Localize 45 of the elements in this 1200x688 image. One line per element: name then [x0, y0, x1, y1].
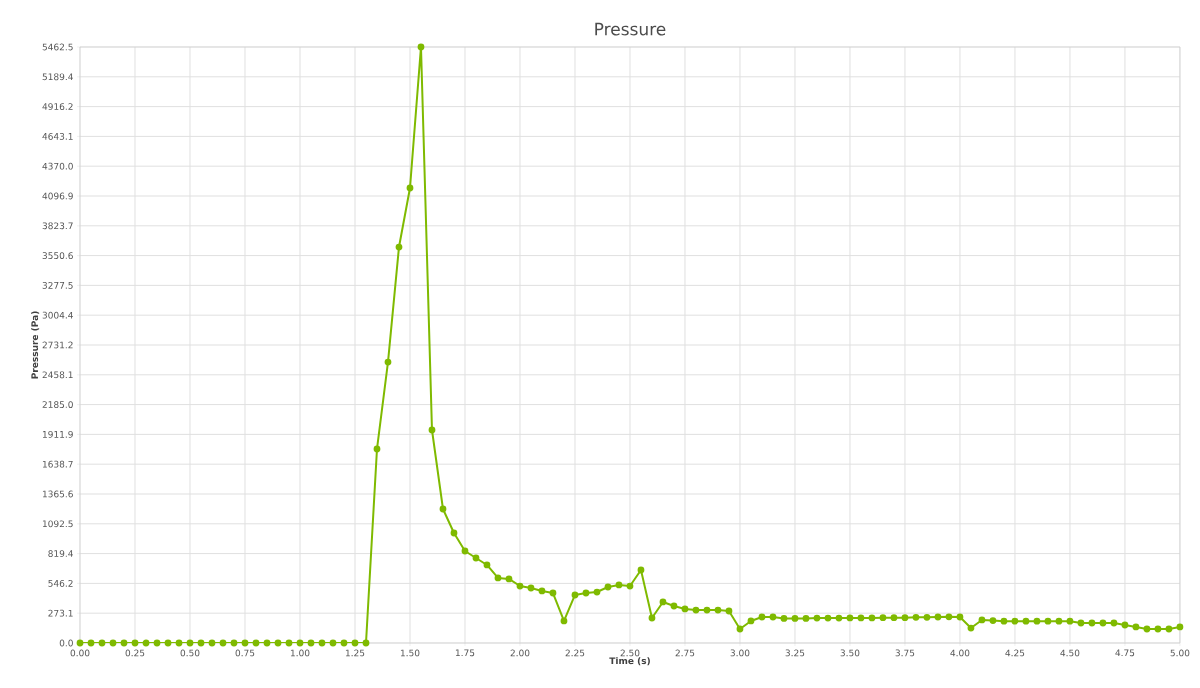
y-tick-label: 5189.4: [42, 73, 73, 81]
x-tick-label: 0.50: [180, 649, 200, 657]
x-tick-label: 0.75: [235, 649, 255, 657]
y-tick-label: 4643.1: [42, 132, 73, 140]
y-tick-label: 0.0: [59, 639, 73, 647]
x-tick-label: 4.25: [1005, 649, 1025, 657]
y-tick-label: 1365.6: [42, 490, 73, 498]
x-tick-label: 3.25: [785, 649, 805, 657]
x-tick-label: 0.00: [70, 649, 90, 657]
y-tick-label: 819.4: [48, 550, 73, 557]
y-tick-label: 4370.0: [42, 162, 73, 170]
x-tick-label: 3.75: [895, 649, 915, 657]
x-tick-label: 0.25: [125, 649, 145, 657]
x-tick-label: 4.00: [950, 649, 970, 657]
x-tick-label: 3.00: [730, 649, 750, 657]
x-axis-title: Time (s): [609, 657, 650, 666]
x-tick-label: 3.50: [840, 649, 860, 657]
y-tick-label: 1911.9: [42, 430, 73, 438]
y-tick-label: 1638.7: [42, 460, 73, 468]
y-tick-label: 3550.6: [42, 252, 73, 259]
y-tick-label: 2731.2: [42, 341, 73, 349]
y-tick-label: 2185.0: [42, 401, 73, 408]
x-tick-label: 4.50: [1060, 649, 1080, 657]
x-tick-label: 2.25: [565, 649, 585, 657]
y-tick-label: 4096.9: [42, 192, 73, 200]
chart-title: Pressure: [595, 22, 666, 36]
x-tick-label: 2.00: [510, 649, 530, 657]
x-tick-label: 4.75: [1115, 649, 1135, 657]
x-tick-label: 1.00: [290, 649, 310, 657]
y-tick-label: 1092.5: [42, 520, 73, 528]
y-tick-label: 3004.4: [42, 311, 73, 319]
x-tick-label: 2.50: [620, 649, 640, 657]
y-tick-label: 5462.5: [42, 43, 73, 51]
y-tick-label: 273.1: [48, 609, 73, 617]
x-tick-label: 1.75: [455, 649, 475, 657]
x-tick-label: 5.00: [1170, 649, 1190, 657]
y-tick-label: 3823.7: [42, 222, 73, 230]
y-axis-title: Pressure (Pa): [31, 311, 40, 379]
x-tick-label: 1.25: [345, 649, 365, 657]
y-tick-label: 4916.2: [42, 103, 73, 110]
y-tick-label: 546.2: [48, 579, 73, 587]
y-tick-label: 2458.1: [42, 371, 73, 379]
y-tick-label: 3277.5: [42, 281, 73, 289]
x-tick-label: 1.50: [400, 649, 420, 657]
x-tick-label: 2.75: [675, 649, 695, 657]
